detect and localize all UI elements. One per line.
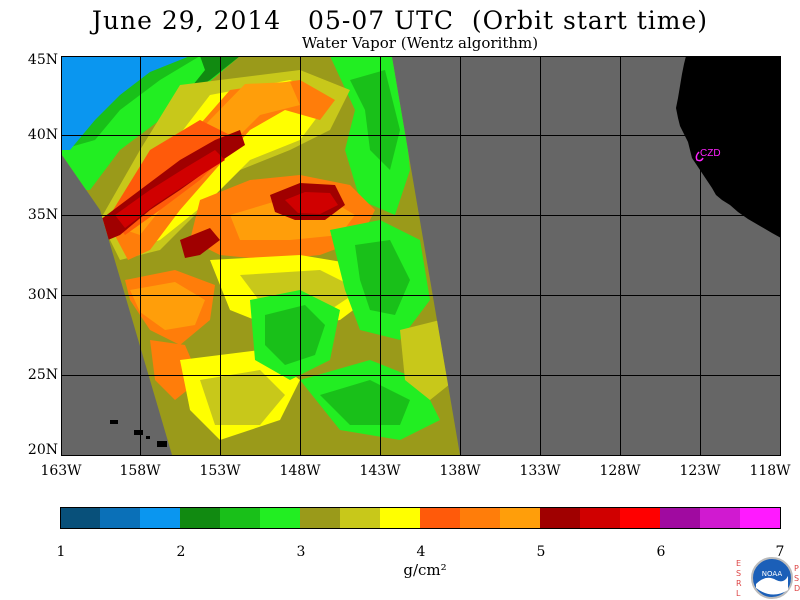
lat-label-25n: 25N <box>27 367 58 383</box>
lon-label-123w: 123W <box>679 463 721 479</box>
lat-label-35n: 35N <box>27 207 58 223</box>
lon-label-158w: 158W <box>119 463 161 479</box>
colorbar-swatch <box>180 508 221 528</box>
graticule <box>61 56 781 456</box>
island <box>110 420 118 424</box>
colorbar-swatch <box>380 508 421 528</box>
colorbar-frame <box>60 507 781 529</box>
colorbar-tick-6: 6 <box>656 544 666 560</box>
colorbar-swatch <box>260 508 301 528</box>
colorbar <box>60 508 781 528</box>
colorbar-tick-5: 5 <box>536 544 546 560</box>
colorbar-swatch <box>740 508 781 528</box>
station-label: CZD <box>700 148 721 159</box>
colorbar-swatch <box>460 508 501 528</box>
colorbar-swatch <box>500 508 541 528</box>
island <box>134 430 143 435</box>
lon-label-143w: 143W <box>359 463 401 479</box>
island <box>157 441 167 447</box>
colorbar-swatch <box>100 508 141 528</box>
lon-label-118w: 118W <box>749 463 791 479</box>
lon-label-153w: 153W <box>199 463 241 479</box>
colorbar-tick-1: 1 <box>56 544 66 560</box>
lat-label-40n: 40N <box>27 127 58 143</box>
colorbar-swatch <box>420 508 461 528</box>
colorbar-tick-7: 7 <box>775 544 785 560</box>
map-subtitle: Water Vapor (Wentz algorithm) <box>301 34 539 52</box>
colorbar-unit: g/cm² <box>403 561 447 579</box>
colorbar-swatch <box>340 508 381 528</box>
lat-label-20n: 20N <box>27 442 58 458</box>
colorbar-swatch <box>300 508 341 528</box>
noaa-badge-text: NOAA <box>762 570 783 578</box>
station-marker <box>695 151 704 162</box>
lon-label-128w: 128W <box>599 463 641 479</box>
colorbar-swatch <box>620 508 661 528</box>
colorbar-swatch <box>660 508 701 528</box>
colorbar-tick-3: 3 <box>296 544 306 560</box>
lon-label-133w: 133W <box>519 463 561 479</box>
colorbar-tick-2: 2 <box>176 544 186 560</box>
noaa-badge-icon: NOAA <box>751 557 793 599</box>
lat-label-30n: 30N <box>27 287 58 303</box>
lon-label-163w: 163W <box>40 463 82 479</box>
colorbar-swatch <box>580 508 621 528</box>
colorbar-swatch <box>140 508 181 528</box>
lon-label-148w: 148W <box>279 463 321 479</box>
map-frame <box>61 56 781 456</box>
island <box>146 436 150 439</box>
colorbar-tick-4: 4 <box>416 544 426 560</box>
lat-label-45n: 45N <box>27 52 58 68</box>
map-title: June 29, 2014 05-07 UTC (Orbit start tim… <box>91 6 709 35</box>
colorbar-swatch <box>220 508 261 528</box>
colorbar-swatch <box>540 508 581 528</box>
colorbar-swatch <box>700 508 741 528</box>
land-california <box>676 56 781 238</box>
lon-label-138w: 138W <box>439 463 481 479</box>
colorbar-swatch <box>60 508 101 528</box>
